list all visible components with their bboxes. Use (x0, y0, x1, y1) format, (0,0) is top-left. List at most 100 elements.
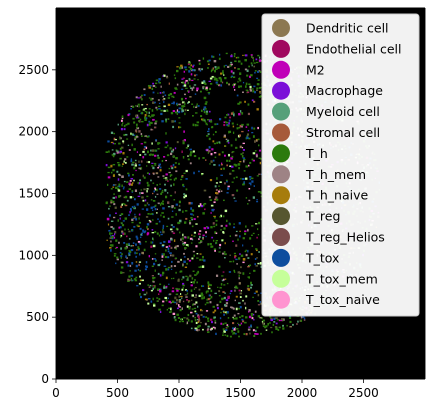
cell-point (155, 79, 159, 82)
cell-point (159, 91, 162, 94)
cell-point (210, 327, 213, 330)
cell-point (248, 137, 251, 140)
cell-point (249, 178, 252, 181)
cell-point (212, 311, 215, 314)
cell-point (249, 332, 251, 335)
cell-point (248, 310, 250, 313)
cell-point (146, 165, 148, 167)
cell-point (232, 76, 236, 79)
cell-point (237, 238, 239, 241)
cell-point (126, 199, 129, 202)
cell-point (133, 225, 136, 228)
cell-point (220, 283, 223, 286)
cell-point (214, 123, 217, 126)
cell-point (171, 120, 174, 123)
cell-point (256, 108, 259, 111)
cell-point (139, 253, 141, 256)
cell-point (167, 205, 171, 208)
cell-point (189, 85, 191, 88)
cell-point (301, 316, 305, 318)
cell-point (239, 305, 242, 309)
y-tick-label: 0 (41, 372, 49, 386)
cell-point (218, 141, 221, 143)
cell-point (193, 288, 196, 290)
cell-point (184, 108, 187, 112)
cell-point (232, 71, 235, 75)
cell-point (177, 279, 180, 282)
cell-point (205, 235, 207, 238)
cell-point (185, 288, 187, 291)
cell-point (135, 123, 138, 126)
cell-point (149, 121, 152, 124)
cell-point (223, 313, 225, 316)
cell-point (252, 135, 255, 138)
cell-point (251, 314, 253, 317)
cell-point (247, 328, 251, 331)
cell-point (206, 60, 210, 63)
cell-point (262, 319, 265, 322)
cell-point (165, 173, 168, 176)
cell-point (234, 289, 236, 292)
cell-point (195, 301, 198, 304)
cell-point (208, 110, 211, 113)
cell-point (128, 275, 131, 278)
cell-point (178, 126, 180, 129)
cell-point (148, 86, 152, 89)
cell-point (256, 236, 258, 239)
cell-point (113, 236, 116, 239)
cell-point (126, 190, 129, 193)
cell-point (214, 249, 216, 252)
cell-point (265, 329, 268, 331)
cell-point (191, 234, 193, 236)
cell-point (225, 121, 227, 124)
cell-point (227, 317, 230, 319)
cell-point (251, 55, 253, 58)
cell-point (131, 205, 134, 209)
cell-point (187, 301, 190, 303)
cell-point (112, 169, 115, 172)
cell-point (188, 78, 191, 81)
cell-point (166, 179, 168, 181)
cell-point (197, 325, 200, 328)
cell-point (226, 282, 229, 285)
cell-point (250, 62, 253, 65)
cell-point (108, 150, 110, 153)
cell-point (208, 146, 211, 149)
cell-point (270, 326, 273, 329)
cell-point (149, 220, 152, 223)
cell-point (115, 186, 118, 189)
cell-point (201, 294, 204, 297)
cell-point (183, 252, 185, 255)
cell-point (181, 320, 184, 323)
cell-point (257, 228, 259, 231)
cell-point (190, 87, 193, 90)
cell-point (239, 292, 243, 295)
cell-point (222, 231, 225, 234)
cell-point (231, 122, 234, 125)
cell-point (281, 318, 283, 321)
cell-point (148, 111, 150, 114)
legend-label: T_tox_mem (305, 271, 378, 286)
cell-point (123, 203, 126, 206)
cell-point (213, 163, 216, 166)
cell-point (240, 62, 243, 65)
cell-point (219, 118, 222, 121)
cell-point (176, 104, 179, 107)
cell-point (163, 240, 166, 243)
cell-point (217, 286, 219, 289)
cell-point (162, 300, 165, 303)
cell-point (154, 208, 157, 211)
cell-point (251, 64, 253, 67)
cell-point (183, 130, 185, 133)
cell-point (164, 189, 167, 192)
cell-point (211, 245, 214, 248)
cell-point (216, 80, 219, 82)
cell-point (175, 170, 178, 173)
cell-point (146, 161, 149, 163)
cell-point (148, 120, 151, 123)
cell-point (192, 86, 195, 89)
cell-point (238, 257, 241, 260)
cell-point (186, 299, 188, 301)
cell-point (131, 190, 134, 192)
